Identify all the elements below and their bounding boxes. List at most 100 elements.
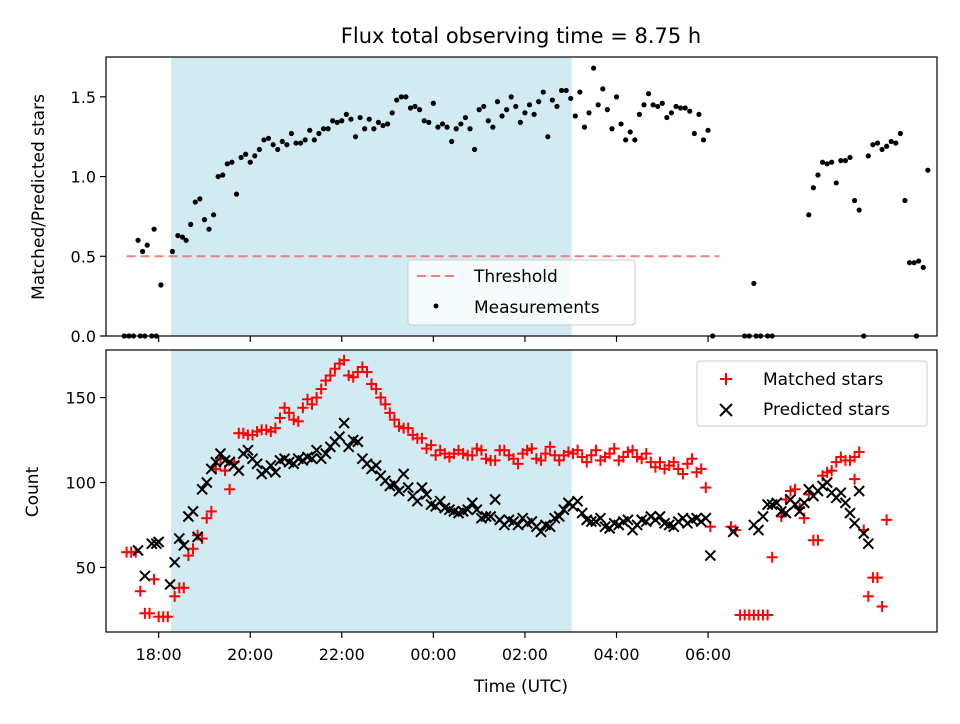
- measurement-point: [325, 126, 331, 132]
- measurement-point: [366, 116, 372, 122]
- matched-star-marker: [143, 607, 155, 619]
- measurement-point: [700, 137, 707, 143]
- measurement-point: [678, 105, 684, 111]
- matched-star-marker: [853, 446, 865, 458]
- matched-star-marker: [338, 354, 350, 366]
- measurement-point: [316, 130, 322, 137]
- legend-predicted-label: Predicted stars: [763, 400, 890, 420]
- measurement-point: [279, 138, 285, 145]
- measurement-point: [453, 126, 459, 132]
- matched-star-marker: [361, 366, 373, 378]
- predicted-star-marker: [853, 485, 865, 497]
- bottom-x-tick-label: 04:00: [593, 645, 639, 664]
- matched-star-marker: [686, 453, 698, 465]
- bottom-x-tick-label: 20:00: [227, 645, 273, 664]
- legend-measurements-swatch: [433, 303, 439, 309]
- measurement-point: [668, 110, 675, 116]
- predicted-star-marker: [352, 436, 364, 448]
- matched-star-marker: [700, 482, 712, 494]
- measurement-point: [591, 65, 597, 71]
- measurement-point: [210, 212, 217, 218]
- predicted-star-marker: [471, 503, 483, 516]
- predicted-star-marker: [214, 447, 227, 460]
- matched-star-marker: [475, 444, 487, 456]
- top-legend: Threshold Measurements: [407, 259, 636, 326]
- measurement-point: [270, 142, 276, 148]
- measurement-point: [870, 142, 876, 148]
- predicted-star-marker: [210, 456, 222, 468]
- measurement-point: [549, 97, 556, 103]
- measurement-point: [554, 103, 560, 110]
- measurement-point: [179, 234, 186, 240]
- measurement-point: [384, 121, 391, 127]
- predicted-star-marker: [191, 531, 204, 543]
- predicted-star-marker: [821, 476, 833, 489]
- measurement-point: [613, 94, 620, 100]
- measurement-point: [302, 137, 308, 143]
- matched-star-marker: [187, 543, 199, 555]
- matched-star-marker: [169, 590, 181, 602]
- predicted-star-marker: [654, 510, 666, 523]
- predicted-star-marker: [251, 458, 263, 470]
- matched-star-marker: [201, 512, 213, 524]
- predicted-star-marker: [306, 453, 318, 465]
- bottom-x-tick-label: 00:00: [410, 645, 456, 664]
- predicted-star-marker: [411, 495, 424, 507]
- measurement-point: [265, 135, 272, 141]
- measurement-point: [334, 119, 340, 125]
- measurement-point: [439, 121, 446, 127]
- matched-star-marker: [526, 443, 538, 455]
- measurement-point: [284, 142, 290, 148]
- measurement-point: [275, 146, 281, 153]
- predicted-star-marker: [844, 507, 856, 519]
- measurement-point: [522, 110, 528, 116]
- predicted-star-marker: [553, 510, 565, 523]
- measurement-point: [348, 116, 354, 122]
- predicted-star-marker: [793, 505, 806, 518]
- measurement-point: [536, 99, 542, 105]
- predicted-star-marker: [402, 481, 414, 494]
- top-x-ticks: [158, 336, 709, 342]
- matched-star-marker: [572, 444, 584, 456]
- measurement-point: [389, 110, 395, 116]
- measurement-point: [577, 89, 583, 95]
- matched-star-marker: [134, 585, 146, 597]
- predicted-star-marker: [310, 444, 323, 456]
- measurement-point: [568, 95, 574, 102]
- measurement-point: [673, 103, 679, 110]
- bottom-y-ticks: 50 100 150: [65, 389, 106, 577]
- measurement-point: [655, 103, 661, 110]
- predicted-star-marker: [397, 468, 410, 480]
- measurement-point: [632, 137, 638, 143]
- measurement-point: [311, 137, 317, 143]
- bottom-shaded-region: [171, 350, 572, 632]
- bottom-ylabel: Count: [23, 466, 43, 517]
- measurement-point: [563, 87, 569, 94]
- measurement-point: [403, 94, 409, 100]
- measurement-point: [531, 111, 537, 117]
- measurement-point: [261, 137, 267, 143]
- matched-star-marker: [283, 407, 295, 419]
- matched-star-marker: [535, 454, 547, 466]
- predicted-star-marker: [535, 526, 547, 538]
- predicted-star-marker: [178, 539, 190, 552]
- matched-star-marker: [315, 383, 327, 395]
- matched-star-marker: [324, 369, 336, 381]
- measurement-point: [888, 138, 894, 145]
- measurement-point: [175, 232, 181, 239]
- matched-star-marker: [608, 443, 620, 455]
- chart-title: Flux total observing time = 8.75 h: [341, 24, 701, 48]
- predicted-stars-markers: [132, 417, 875, 591]
- measurement-point: [307, 127, 313, 133]
- predicted-star-marker: [835, 486, 847, 499]
- matched-star-marker: [512, 458, 524, 470]
- top-y-tick-label: 0.5: [71, 247, 96, 266]
- matched-star-marker: [379, 398, 391, 410]
- predicted-star-marker: [489, 493, 501, 506]
- predicted-star-marker: [196, 483, 208, 496]
- bottom-panel: 50 100 150 18:00 20:00 22:00 00:00 02:00 04:00 0…: [23, 349, 938, 697]
- predicted-star-marker: [388, 478, 401, 490]
- matched-star-marker: [590, 444, 602, 456]
- measurement-point: [135, 237, 141, 243]
- measurement-point: [485, 118, 491, 124]
